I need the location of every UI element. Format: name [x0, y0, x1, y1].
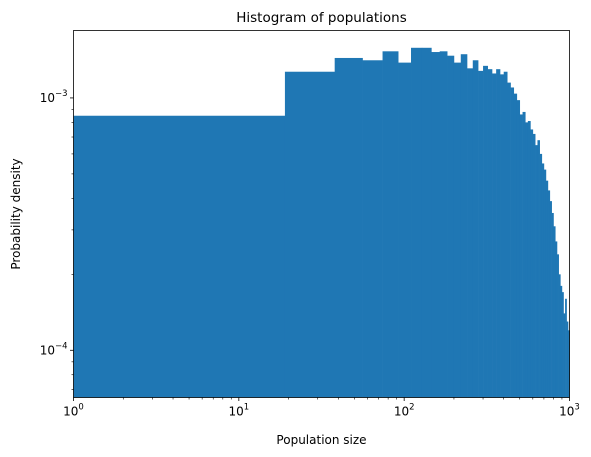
histogram-bar: [565, 298, 567, 398]
histogram-bar: [460, 54, 468, 398]
histogram-bar: [568, 330, 570, 398]
histogram-bar: [556, 254, 559, 398]
histogram-bars: [73, 47, 570, 398]
histogram-bar: [530, 129, 534, 398]
histogram-bar: [284, 71, 335, 398]
histogram-bar: [447, 55, 455, 398]
histogram-bar: [543, 169, 547, 398]
histogram-bar: [541, 163, 545, 398]
histogram-bar: [527, 121, 531, 398]
histogram-bar: [513, 93, 518, 398]
histogram-bar: [503, 71, 508, 398]
chart-title: Histogram of populations: [236, 10, 407, 26]
histogram-bar: [362, 60, 383, 398]
histogram-bar: [545, 180, 549, 398]
histogram-bar: [411, 47, 423, 398]
histogram-bar: [555, 241, 558, 398]
histogram-bar: [560, 285, 563, 398]
x-tick-label: 102: [394, 403, 415, 419]
histogram-bar: [561, 292, 564, 398]
histogram-bar: [532, 133, 536, 398]
y-tick-label: 10−3: [40, 89, 68, 105]
histogram-bar: [453, 62, 462, 398]
histogram-bar: [558, 274, 561, 398]
histogram-bar: [510, 87, 515, 398]
x-axis-ticks: 100 101 102 103: [63, 397, 580, 419]
histogram-bar: [431, 52, 440, 398]
histogram-bar: [487, 69, 493, 398]
histogram-bar: [398, 62, 412, 398]
histogram-bar: [421, 47, 432, 398]
x-tick-label: 103: [559, 403, 580, 419]
plot-frame: [73, 30, 570, 398]
histogram-bar: [525, 122, 529, 398]
histogram-bar: [519, 114, 523, 398]
histogram-bar: [547, 190, 551, 398]
histogram-bar: [539, 153, 543, 398]
histogram-bar: [73, 115, 286, 398]
histogram-bar: [467, 68, 474, 398]
x-tick-label: 100: [63, 403, 84, 419]
histogram-bar: [439, 51, 448, 398]
histogram-bar: [553, 226, 556, 398]
y-axis-ticks: 10−4 10−3: [40, 89, 74, 390]
histogram-bar: [382, 51, 399, 398]
x-axis-label: Population size: [276, 433, 366, 447]
histogram-bar: [563, 313, 566, 398]
histogram-bar: [535, 145, 538, 398]
histogram-bar: [478, 70, 484, 398]
histogram-bar: [566, 321, 569, 398]
histogram-bar: [516, 100, 521, 398]
histogram-bar: [507, 82, 511, 398]
histogram-bar: [551, 212, 554, 398]
histogram-bar: [472, 60, 479, 398]
histogram-bar: [522, 111, 526, 398]
histogram-bar: [549, 201, 552, 398]
histogram-bar: [483, 65, 488, 398]
histogram-bar: [492, 73, 497, 398]
x-tick-label: 101: [228, 403, 249, 419]
histogram-bar: [496, 69, 501, 398]
histogram-bar: [500, 74, 504, 398]
histogram-bar: [334, 57, 363, 398]
histogram-bar: [537, 140, 540, 398]
y-axis-label: Probability density: [9, 158, 23, 269]
y-tick-label: 10−4: [40, 341, 68, 357]
